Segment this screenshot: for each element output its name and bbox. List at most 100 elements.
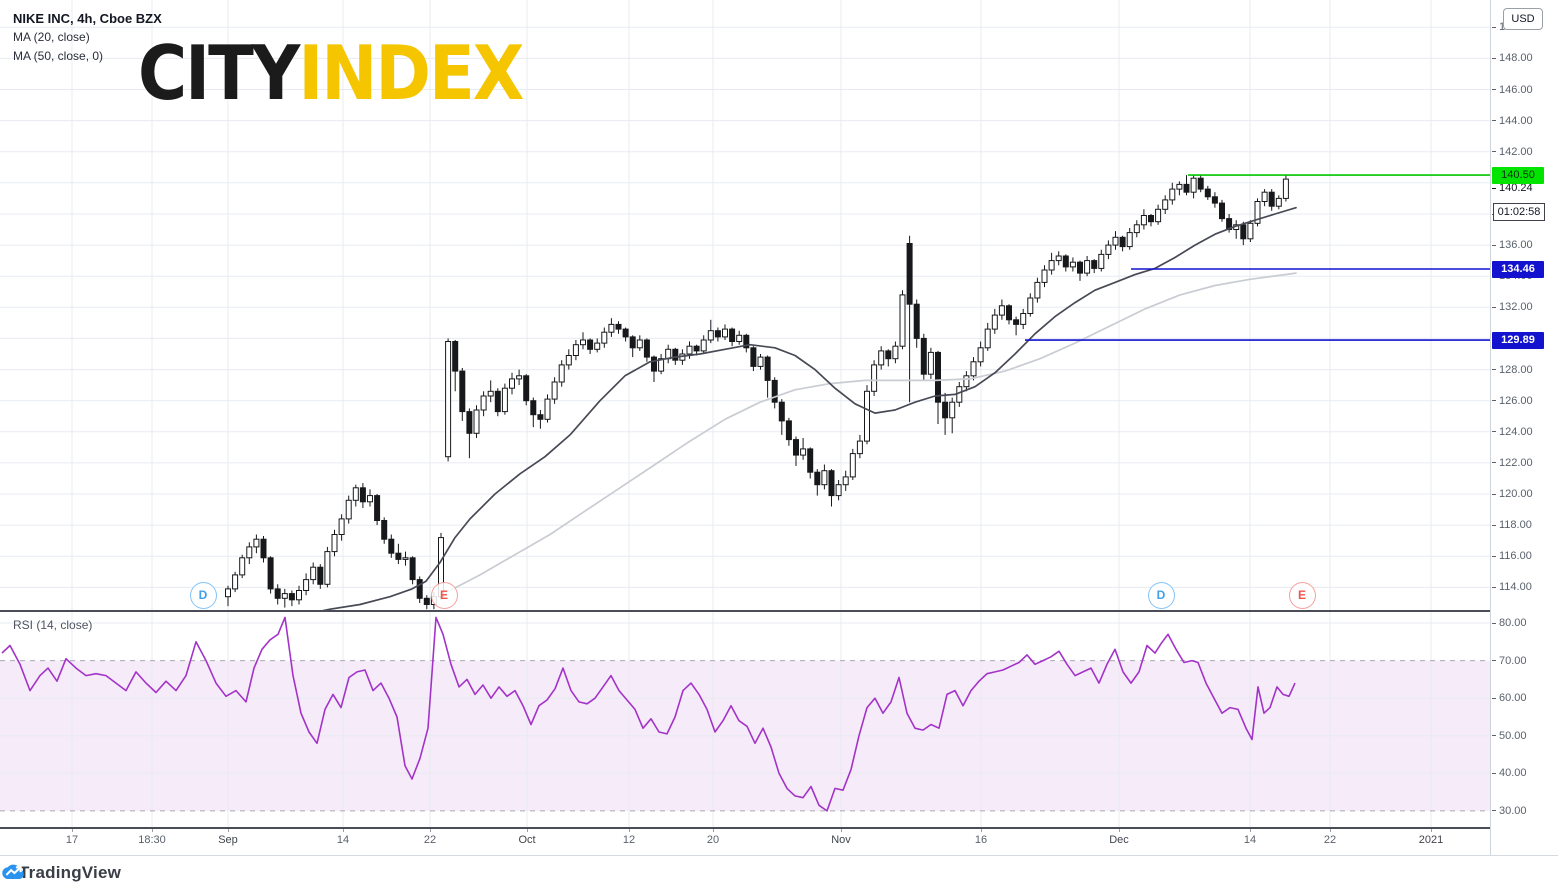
candle-body — [345, 499, 352, 520]
candle-body — [835, 484, 842, 497]
candle-body — [1211, 196, 1218, 204]
earnings-marker[interactable]: E — [430, 581, 458, 609]
rsi-tick-label: 40.00 — [1491, 766, 1558, 780]
candle-body — [714, 330, 721, 338]
symbol-legend: NIKE INC, 4h, Cboe BZX MA (20, close) MA… — [13, 10, 162, 66]
cityindex-watermark: CITYINDEX — [138, 24, 524, 123]
rsi-legend[interactable]: RSI (14, close) — [13, 618, 93, 632]
earnings-marker[interactable]: E — [1288, 581, 1316, 609]
time-axis[interactable]: 17 18:30 Sep 14 22 Oct 12 20 Nov 16 Dec 14 22 2021 — [0, 828, 1558, 856]
time-tick — [152, 828, 153, 832]
candle-body — [849, 453, 856, 478]
price-tick-label: 126.00 — [1491, 394, 1558, 408]
candle-body — [722, 328, 728, 338]
candle-body — [814, 471, 821, 486]
candle-body — [629, 336, 636, 349]
candle-body — [395, 552, 402, 560]
time-label: 20 — [706, 834, 720, 846]
price-tick-label: 124.00 — [1491, 425, 1558, 439]
candle-body — [260, 538, 267, 559]
candle-body — [303, 579, 310, 591]
candle-body — [530, 400, 537, 416]
candle-body — [842, 476, 849, 486]
candle-body — [296, 590, 302, 601]
axis-separator — [0, 827, 1558, 829]
candle-body — [253, 538, 260, 548]
price-pane[interactable] — [0, 0, 1490, 610]
candle-body — [1133, 224, 1140, 234]
candle-body — [1069, 261, 1076, 268]
candle-body — [672, 348, 679, 361]
candle-body — [1275, 197, 1282, 207]
candle-body — [331, 534, 338, 553]
rsi-tick-label: 70.00 — [1491, 654, 1558, 668]
candle-body — [310, 566, 317, 581]
time-label: Oct — [518, 834, 536, 846]
candlestick-series[interactable] — [225, 175, 1289, 610]
candle-body — [906, 243, 913, 305]
candle-body — [246, 546, 253, 559]
tradingview-logo[interactable]: TradingView — [2, 863, 122, 883]
price-tick-label: 118.00 — [1491, 518, 1558, 532]
rsi-tick-label: 80.00 — [1491, 616, 1558, 630]
candle-body — [423, 597, 430, 605]
candle-body — [516, 375, 523, 380]
price-axis[interactable]: 150.00148.00146.00144.00142.00140.00138.… — [1490, 0, 1558, 855]
candle-body — [935, 351, 941, 403]
candle-body — [1084, 260, 1091, 274]
rsi-pane[interactable] — [0, 612, 1490, 827]
currency-toggle-button[interactable]: USD — [1503, 8, 1543, 30]
tradingview-logo-text: TradingView — [19, 863, 122, 882]
candle-body — [651, 356, 657, 372]
symbol-title[interactable]: NIKE INC, 4h, Cboe BZX — [13, 11, 162, 26]
price-level-label[interactable]: 129.89 — [1492, 331, 1544, 349]
price-level-label[interactable]: 134.46 — [1492, 260, 1544, 278]
candle-body — [487, 390, 494, 397]
footer-bar: TradingView — [0, 856, 1558, 890]
price-tick-label: 148.00 — [1491, 51, 1558, 65]
candle-body — [821, 470, 828, 486]
bar-countdown: 01:02:58 — [1493, 203, 1545, 221]
time-tick — [1330, 828, 1331, 832]
candle-body — [409, 557, 416, 581]
candle-body — [899, 294, 906, 347]
candle-body — [807, 448, 814, 473]
candle-body — [1006, 305, 1012, 321]
candle-body — [1112, 236, 1119, 246]
candle-body — [956, 386, 963, 403]
candle-body — [445, 341, 452, 458]
candle-body — [1119, 236, 1126, 248]
rsi-tick-label: 60.00 — [1491, 691, 1558, 705]
rsi-tick-label: 50.00 — [1491, 729, 1558, 743]
candle-body — [778, 401, 785, 422]
candle-body — [1268, 191, 1275, 207]
ma50-legend[interactable]: MA (50, close, 0) — [13, 49, 104, 63]
candle-body — [1062, 255, 1069, 268]
candle-body — [1204, 188, 1211, 198]
candle-body — [885, 350, 892, 360]
rsi-tick-label: 30.00 — [1491, 804, 1558, 818]
candle-body — [558, 364, 565, 383]
candle-body — [416, 579, 423, 599]
candle-body — [1282, 178, 1289, 199]
candle-body — [1055, 255, 1062, 262]
candle-body — [1034, 281, 1041, 299]
dividend-marker[interactable]: D — [189, 581, 217, 609]
time-label: 14 — [1243, 834, 1257, 846]
ma20-legend[interactable]: MA (20, close) — [13, 30, 90, 44]
candle-body — [1020, 313, 1027, 325]
candle-body — [1155, 208, 1162, 223]
candle-body — [743, 334, 750, 349]
candle-body — [622, 328, 629, 338]
time-tick — [1119, 828, 1120, 832]
candle-body — [771, 379, 778, 403]
dividend-marker[interactable]: D — [1147, 581, 1175, 609]
time-label: 16 — [974, 834, 988, 846]
candle-body — [352, 487, 359, 501]
time-tick — [981, 828, 982, 832]
candle-body — [239, 557, 246, 576]
price-level-label[interactable]: 140.50 — [1492, 166, 1544, 184]
candle-body — [736, 334, 743, 342]
pane-separator[interactable] — [0, 610, 1558, 612]
candle-body — [984, 328, 991, 349]
